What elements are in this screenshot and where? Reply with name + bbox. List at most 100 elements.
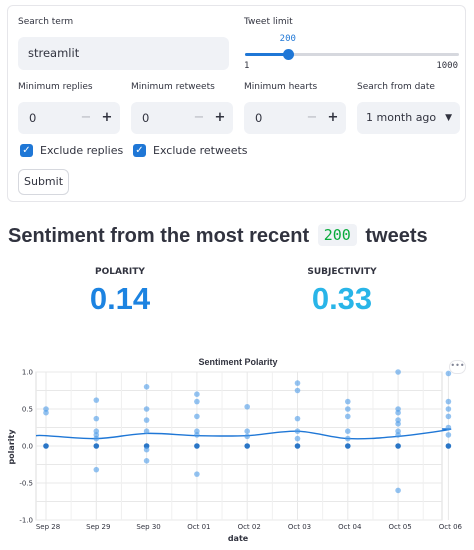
min-retweets-increment-button[interactable]: + bbox=[214, 110, 226, 125]
search-form: Search term streamlit Tweet limit 200 1 … bbox=[7, 5, 466, 202]
data-point bbox=[395, 432, 401, 438]
data-point bbox=[395, 443, 401, 449]
exclude-retweets-label[interactable]: Exclude retweets bbox=[153, 144, 248, 157]
polarity-metric-label: POLARITY bbox=[95, 267, 145, 277]
data-point bbox=[194, 471, 200, 477]
data-point bbox=[194, 391, 200, 397]
min-replies-decrement-button[interactable]: − bbox=[80, 110, 92, 125]
y-tick-label: 1.0 bbox=[22, 369, 33, 377]
page-heading: Sentiment from the most recent 200 tweet… bbox=[8, 224, 428, 248]
data-point bbox=[345, 406, 351, 412]
data-point bbox=[93, 443, 100, 449]
data-point bbox=[345, 428, 351, 434]
tweet-limit-label: Tweet limit bbox=[244, 17, 293, 27]
min-hearts-input[interactable]: 0 − + bbox=[244, 102, 346, 134]
x-tick-label: Oct 02 bbox=[238, 523, 261, 531]
heading-prefix: Sentiment from the most recent bbox=[8, 225, 310, 247]
data-point bbox=[93, 415, 100, 422]
min-hearts-increment-button[interactable]: + bbox=[327, 110, 339, 125]
data-point bbox=[194, 398, 200, 405]
data-point bbox=[395, 369, 401, 375]
data-point bbox=[445, 370, 452, 377]
min-retweets-label: Minimum retweets bbox=[131, 82, 215, 92]
data-point bbox=[93, 397, 100, 403]
min-replies-label: Minimum replies bbox=[18, 82, 93, 92]
x-axis: Sep 28 Sep 29 Sep 30 Oct 01 Oct 02 Oct 03 Oct … bbox=[36, 523, 463, 531]
data-point bbox=[194, 432, 200, 438]
data-point bbox=[294, 443, 301, 449]
submit-button[interactable]: Submit bbox=[18, 169, 69, 195]
check-icon[interactable]: ✓ bbox=[20, 144, 33, 157]
min-replies-increment-button[interactable]: + bbox=[101, 110, 113, 125]
y-tick-label: -1.0 bbox=[19, 517, 33, 525]
data-point bbox=[294, 415, 301, 422]
y-axis: 1.0 0.5 0.0 -0.5 -1.0 bbox=[19, 369, 33, 525]
data-point bbox=[345, 443, 351, 449]
slider-thumb[interactable] bbox=[282, 49, 294, 60]
data-point bbox=[143, 428, 150, 434]
x-tick-label: Sep 30 bbox=[136, 523, 160, 531]
search-from-select[interactable]: 1 month ago ▼ bbox=[357, 102, 460, 134]
chevron-down-icon[interactable]: ▼ bbox=[445, 113, 452, 123]
subjectivity-metric-label: SUBJECTIVITY bbox=[307, 267, 377, 277]
check-icon[interactable]: ✓ bbox=[133, 144, 146, 157]
tweet-limit-min: 1 bbox=[244, 61, 250, 71]
data-point bbox=[345, 398, 351, 405]
min-hearts-value[interactable]: 0 bbox=[255, 111, 263, 125]
tweet-limit-slider[interactable] bbox=[245, 49, 459, 60]
y-tick-label: 0.5 bbox=[22, 406, 33, 414]
x-tick-label: Oct 03 bbox=[288, 523, 311, 531]
data-point bbox=[143, 406, 150, 412]
x-tick-label: Oct 05 bbox=[388, 523, 411, 531]
x-axis-title: date bbox=[228, 534, 249, 543]
heading-suffix: tweets bbox=[365, 225, 428, 247]
data-point bbox=[445, 424, 452, 431]
chart-grid bbox=[35, 371, 449, 521]
search-term-input[interactable]: streamlit bbox=[18, 37, 229, 70]
data-point bbox=[244, 428, 250, 434]
data-point bbox=[143, 446, 150, 453]
x-tick-label: Sep 29 bbox=[86, 523, 110, 531]
data-points bbox=[43, 369, 452, 494]
data-point bbox=[294, 387, 301, 394]
data-point bbox=[93, 466, 100, 473]
exclude-replies-label[interactable]: Exclude replies bbox=[40, 144, 124, 157]
polarity-metric-value: 0.14 bbox=[89, 281, 151, 316]
data-point bbox=[43, 443, 49, 449]
tweet-limit-max: 1000 bbox=[436, 61, 458, 71]
data-point bbox=[445, 443, 452, 449]
data-point bbox=[395, 487, 401, 494]
data-point bbox=[445, 432, 452, 438]
data-point bbox=[93, 435, 100, 442]
slider-fill bbox=[245, 53, 288, 56]
data-point bbox=[244, 403, 250, 410]
x-tick-label: Sep 28 bbox=[36, 523, 60, 531]
data-point bbox=[244, 443, 250, 449]
data-point bbox=[395, 409, 401, 416]
min-replies-value[interactable]: 0 bbox=[29, 111, 37, 125]
data-point bbox=[345, 413, 351, 420]
more-horizontal-icon[interactable]: ••• bbox=[449, 360, 466, 374]
data-point bbox=[395, 421, 401, 427]
data-point bbox=[143, 384, 150, 390]
search-from-label: Search from date bbox=[357, 82, 435, 92]
y-tick-label: 0.0 bbox=[22, 443, 33, 451]
min-retweets-value[interactable]: 0 bbox=[142, 111, 150, 125]
data-point bbox=[43, 409, 49, 416]
data-point bbox=[445, 406, 452, 412]
data-point bbox=[294, 435, 301, 442]
data-point bbox=[294, 428, 301, 434]
data-point bbox=[294, 380, 301, 386]
data-point bbox=[194, 443, 200, 449]
min-replies-input[interactable]: 0 − + bbox=[18, 102, 120, 134]
min-hearts-label: Minimum hearts bbox=[244, 82, 318, 92]
data-point bbox=[143, 458, 150, 464]
y-axis-title: polarity bbox=[7, 429, 16, 465]
min-retweets-input[interactable]: 0 − + bbox=[131, 102, 233, 134]
y-tick-label: -0.5 bbox=[19, 480, 33, 488]
x-tick-label: Oct 04 bbox=[338, 523, 362, 531]
chart-title: Sentiment Polarity bbox=[198, 357, 277, 367]
min-hearts-decrement-button[interactable]: − bbox=[306, 110, 318, 125]
search-from-value[interactable]: 1 month ago bbox=[366, 111, 437, 124]
min-retweets-decrement-button[interactable]: − bbox=[193, 110, 205, 125]
